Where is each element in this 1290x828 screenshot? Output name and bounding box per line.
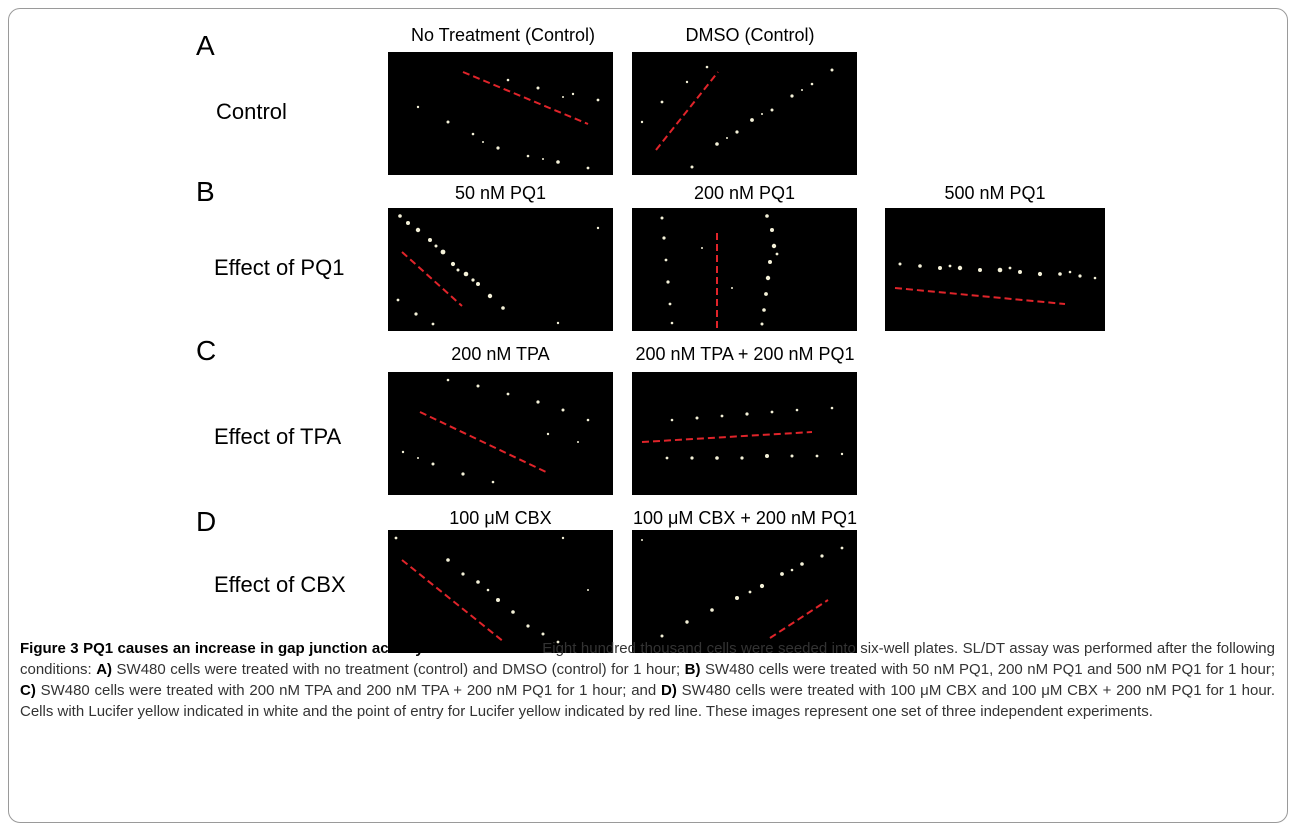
caption-text: SW480 cells were treated with 200 nM TPA… bbox=[35, 682, 661, 699]
micrograph-500nm-pq1 bbox=[885, 208, 1105, 331]
panel-title-cbx-pq1: 100 μM CBX + 200 nM PQ1 bbox=[633, 508, 857, 528]
micrograph-no-treatment bbox=[388, 52, 613, 175]
micrograph-100um-cbx bbox=[388, 530, 613, 653]
micrograph-tpa-plus-pq1 bbox=[632, 372, 857, 495]
row-label-cbx: Effect of CBX bbox=[214, 572, 346, 597]
row-label-tpa: Effect of TPA bbox=[214, 424, 342, 449]
panel-letter-d: D bbox=[196, 506, 217, 537]
micrograph-200nm-pq1 bbox=[632, 208, 857, 331]
panel-title-no-treatment: No Treatment (Control) bbox=[410, 25, 596, 45]
panel-title-tpa-pq1: 200 nM TPA + 200 nM PQ1 bbox=[635, 344, 855, 364]
panel-title-200nm-tpa: 200 nM TPA bbox=[451, 344, 550, 364]
panel-title-dmso: DMSO (Control) bbox=[685, 25, 815, 45]
caption-text: Eight hundred thousand cells were seeded… bbox=[20, 640, 1275, 678]
caption-title: Figure 3 PQ1 causes an increase in gap j… bbox=[20, 640, 538, 657]
caption-marker-b: B) bbox=[684, 661, 701, 678]
caption-marker-c: C) bbox=[20, 682, 36, 699]
row-label-pq1: Effect of PQ1 bbox=[214, 255, 345, 280]
micrograph-50nm-pq1 bbox=[388, 208, 613, 331]
panel-title-100um-cbx: 100 μM CBX bbox=[449, 508, 552, 528]
caption-text: SW480 cells were treated with 50 nM PQ1,… bbox=[700, 661, 1275, 678]
micrograph-dmso bbox=[632, 52, 857, 175]
panel-title-200nm-pq1: 200 nM PQ1 bbox=[693, 183, 796, 203]
panel-title-50nm-pq1: 50 nM PQ1 bbox=[454, 183, 547, 203]
panel-letter-c: C bbox=[196, 335, 217, 366]
panel-letter-b: B bbox=[196, 176, 215, 207]
caption-text: SW480 cells were treated with 100 μM CBX… bbox=[20, 682, 1276, 720]
figure-caption: Figure 3 PQ1 causes an increase in gap j… bbox=[20, 638, 1275, 722]
micrograph-cbx-plus-pq1 bbox=[632, 530, 857, 653]
figure-frame bbox=[8, 8, 1288, 823]
panel-title-500nm-pq1: 500 nM PQ1 bbox=[944, 183, 1046, 203]
caption-marker-a: A) bbox=[96, 661, 113, 678]
caption-marker-d: D) bbox=[661, 682, 677, 699]
row-label-control: Control bbox=[216, 99, 287, 124]
panel-letter-a: A bbox=[196, 30, 215, 61]
caption-text: SW480 cells were treated with no treatme… bbox=[112, 661, 685, 678]
micrograph-200nm-tpa bbox=[388, 372, 613, 495]
